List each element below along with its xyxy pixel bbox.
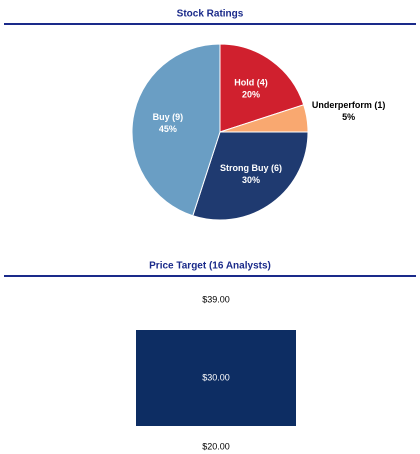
- slice-label: Underperform (1): [312, 100, 386, 110]
- low-label: $20.00: [202, 441, 230, 451]
- slice-label: Hold (4): [234, 78, 268, 88]
- pie-slice: [131, 43, 221, 217]
- slice-value-label: 20%: [242, 90, 260, 100]
- slice-value-label: 45%: [159, 124, 177, 134]
- pie-slice: [219, 43, 305, 133]
- pie-slice: [192, 131, 309, 221]
- slice-label: Buy (9): [153, 112, 184, 122]
- slice-value-label: 30%: [242, 175, 260, 185]
- slice-value-label: 5%: [342, 112, 355, 122]
- mean-label: $30.00: [202, 372, 230, 382]
- target-box: [136, 330, 296, 426]
- slice-label: Strong Buy (6): [220, 163, 282, 173]
- chart-title: Price Target (16 Analysts): [149, 261, 271, 272]
- chart-title: Stock Ratings: [177, 9, 244, 20]
- high-label: $39.00: [202, 294, 230, 304]
